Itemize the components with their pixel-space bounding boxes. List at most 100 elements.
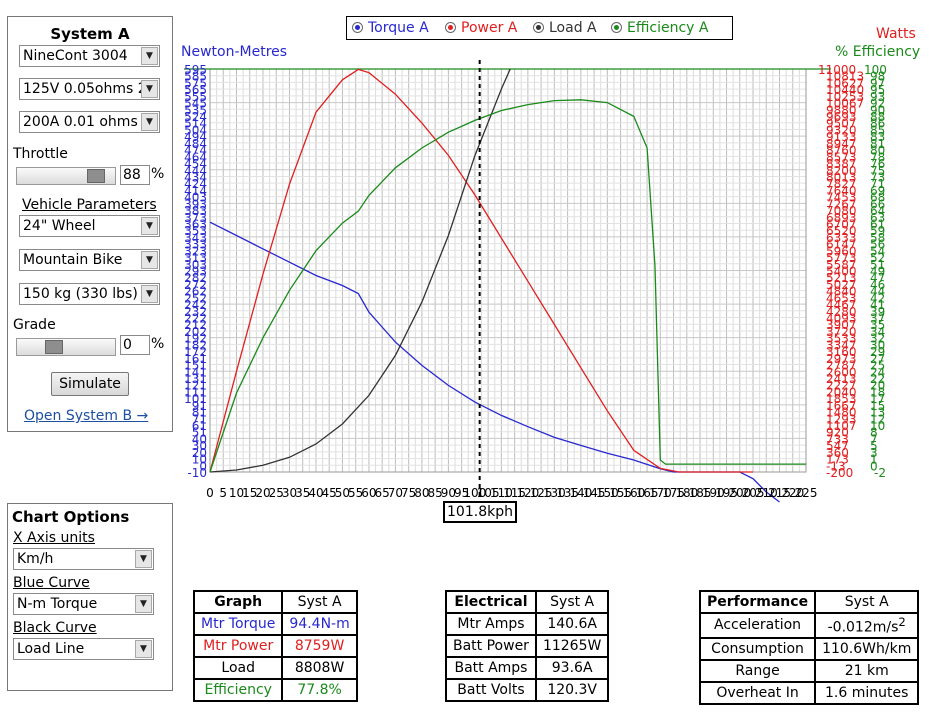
x-tick-label: 30: [282, 486, 297, 500]
table-row: Acceleration -0.012m/s2: [698, 612, 920, 639]
battery-select-value: 125V 0.05ohms 20: [23, 81, 156, 97]
electrical-table-header: Electrical: [445, 590, 537, 614]
system-title: System A: [50, 25, 130, 43]
y-right-efficiency-tick-label: 8: [870, 426, 878, 440]
x-tick-label: 105: [477, 486, 500, 500]
table-row: Efficiency 77.8%: [192, 678, 358, 702]
y-left-tick-label: 353: [184, 224, 207, 238]
y-left-tick-label: 111: [184, 385, 207, 399]
radio-selected-icon: [352, 22, 363, 33]
y-left-tick-label: 363: [184, 217, 207, 231]
chevron-down-icon: ▼: [141, 47, 158, 65]
throttle-slider-thumb[interactable]: [87, 169, 105, 183]
performance-table-header-system: Syst A: [814, 590, 920, 614]
graph-row-label: Mtr Power: [192, 634, 284, 658]
y-right-efficiency-tick-label: 42: [870, 291, 885, 305]
y-left-tick-label: 141: [184, 365, 207, 379]
y-right-efficiency-tick-label: 80: [870, 144, 885, 158]
x-tick-label: 90: [441, 486, 456, 500]
y-right-efficiency-tick-label: 39: [870, 305, 885, 319]
bike-select[interactable]: Mountain Bike ▼: [19, 249, 160, 271]
grade-slider[interactable]: [16, 338, 116, 356]
y-right-watts-tick-label: 6333: [826, 231, 857, 245]
y-left-tick-label: 252: [184, 291, 207, 305]
legend-item-load[interactable]: Load A: [533, 17, 597, 39]
y-left-tick-label: 242: [184, 298, 207, 312]
y-right-watts-tick-label: 4280: [826, 305, 857, 319]
y-right-watts-tick-label: 733: [826, 432, 849, 446]
x-tick-label: 190: [702, 486, 725, 500]
y-right-efficiency-tick-label: 66: [870, 197, 885, 211]
x-axis-units-select[interactable]: Km/h ▼: [13, 548, 154, 570]
grade-slider-thumb[interactable]: [45, 340, 63, 354]
y-right-efficiency-tick-label: 86: [870, 117, 885, 131]
grade-input[interactable]: 0: [120, 335, 150, 355]
y-right-watts-tick-label: 5773: [826, 251, 857, 265]
graph-table-header-system: Syst A: [281, 590, 358, 614]
y-right-efficiency-tick-label: 93: [870, 90, 885, 104]
x-tick-label: 140: [569, 486, 592, 500]
y-left-tick-label: 182: [184, 338, 207, 352]
y-right-efficiency-tick-label: 35: [870, 318, 885, 332]
open-system-b-link[interactable]: Open System B →: [24, 408, 149, 424]
y-left-tick-label: 545: [184, 97, 207, 111]
table-row: Batt Power 11265W: [445, 634, 610, 658]
y-right-efficiency-tick-label: 32: [870, 332, 885, 346]
y-right-watts-tick-label: 6893: [826, 211, 857, 225]
legend-item-torque[interactable]: Torque A: [352, 17, 429, 39]
x-tick-label: 75: [401, 486, 416, 500]
legend-item-efficiency[interactable]: Efficiency A: [611, 17, 708, 39]
y-right-efficiency-tick-label: 85: [870, 123, 885, 137]
y-right-watts-tick-label: 3720: [826, 325, 857, 339]
y-right-efficiency-tick-label: 27: [870, 352, 885, 366]
y-right-efficiency-tick-label: 83: [870, 130, 885, 144]
electrical-row-label: Batt Amps: [445, 656, 537, 680]
y-right-efficiency-tick-label: 95: [870, 83, 885, 97]
y-right-efficiency-tick-label: 1: [870, 453, 878, 467]
chevron-down-icon: ▼: [141, 251, 158, 269]
performance-row-label: Range: [698, 658, 817, 683]
wheel-select[interactable]: 24" Wheel ▼: [19, 215, 160, 237]
simulate-button[interactable]: Simulate: [51, 372, 129, 396]
x-tick-label: 145: [583, 486, 606, 500]
wheel-select-value: 24" Wheel: [23, 218, 96, 234]
controller-select[interactable]: NineCont 3004 ▼: [19, 45, 160, 67]
y-right-watts-tick-label: 8013: [826, 170, 857, 184]
battery-select[interactable]: 125V 0.05ohms 20 ▼: [19, 78, 160, 100]
y-left-tick-label: 61: [192, 419, 207, 433]
shunt-select[interactable]: 200A 0.01 ohms c ▼: [19, 111, 160, 133]
x-tick-label: 100: [463, 486, 486, 500]
y-left-tick-label: 585: [184, 70, 207, 84]
grade-label: Grade: [13, 317, 56, 333]
performance-row-value: -0.012m/s2: [814, 612, 920, 639]
x-tick-label: 85: [428, 486, 443, 500]
system-panel: System A NineCont 3004 ▼ 125V 0.05ohms 2…: [7, 16, 173, 432]
y-left-tick-label: 575: [184, 76, 207, 90]
y-right-efficiency-tick-label: -2: [874, 466, 886, 480]
electrical-row-label: Batt Volts: [445, 678, 537, 702]
black-curve-select[interactable]: Load Line ▼: [13, 638, 154, 660]
y-right-efficiency-tick-label: 71: [870, 177, 885, 191]
throttle-slider[interactable]: [16, 167, 116, 185]
y-left-tick-label: 101: [184, 392, 207, 406]
throttle-input[interactable]: 88: [120, 165, 150, 185]
y-right-watts-tick-label: 10440: [826, 83, 864, 97]
blue-curve-select[interactable]: N-m Torque ▼: [13, 593, 154, 615]
y-left-tick-label: 0: [199, 459, 207, 473]
y-right-watts-tick-label: 2600: [826, 365, 857, 379]
mass-select[interactable]: 150 kg (330 lbs) G ▼: [19, 283, 160, 305]
graph-row-label: Efficiency: [192, 678, 284, 702]
x-tick-label: 205: [742, 486, 765, 500]
speed-marker-readout: 101.8kph: [443, 501, 517, 523]
power-curve: [209, 68, 753, 473]
y-right-watts-tick-label: 9133: [826, 130, 857, 144]
y-right-efficiency-tick-label: 61: [870, 217, 885, 231]
y-left-tick-label: 403: [184, 191, 207, 205]
y-right-watts-tick-label: -200: [826, 466, 853, 480]
y-right-watts-tick-label: 7080: [826, 204, 857, 218]
y-right-efficiency-tick-label: 51: [870, 258, 885, 272]
y-right-efficiency-tick-label: 7: [870, 432, 878, 446]
legend-item-power[interactable]: Power A: [445, 17, 517, 39]
x-tick-label: 155: [609, 486, 632, 500]
electrical-row-value: 11265W: [534, 634, 610, 658]
